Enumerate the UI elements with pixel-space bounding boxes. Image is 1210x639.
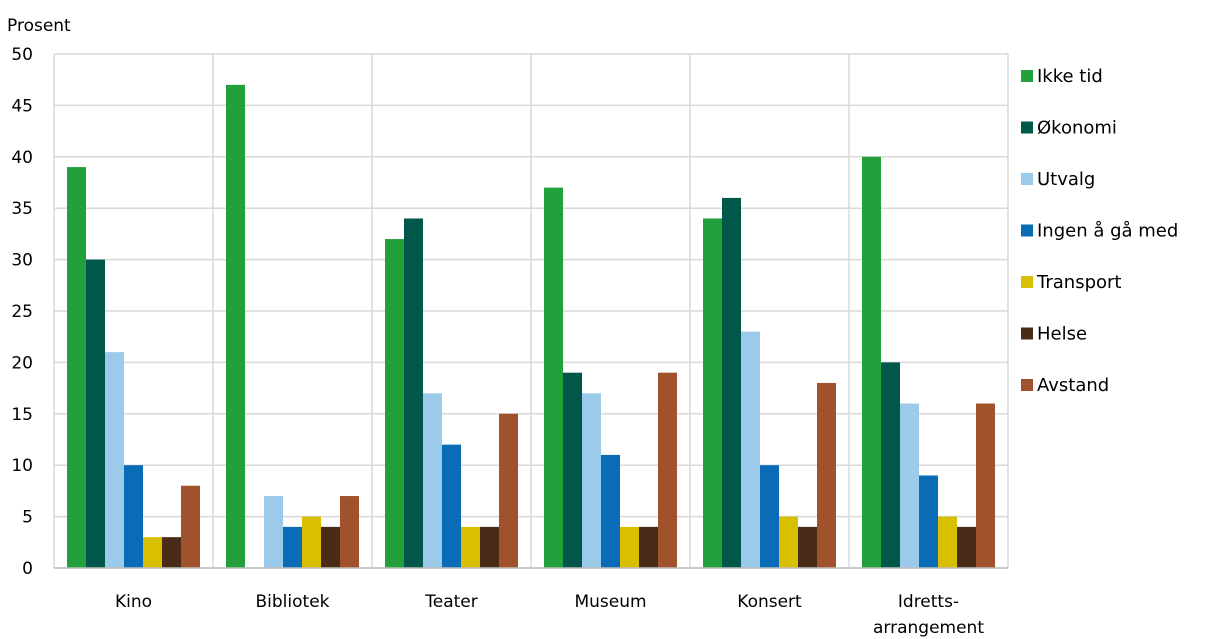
bar — [919, 475, 938, 568]
y-tick-label: 0 — [22, 559, 33, 579]
y-tick-label: 30 — [11, 251, 33, 271]
x-tick-label: Konsert — [737, 592, 802, 612]
bar — [105, 352, 124, 568]
bar — [143, 537, 162, 568]
gridlines — [53, 53, 1009, 569]
bar — [181, 485, 200, 568]
bar — [703, 218, 722, 569]
bar — [798, 526, 817, 568]
x-tick-label: Idretts-arrangement — [873, 592, 984, 638]
bar — [423, 393, 442, 568]
x-tick-label: Museum — [574, 592, 646, 612]
bar — [264, 496, 283, 568]
bar — [302, 516, 321, 568]
legend-swatch — [1021, 327, 1033, 340]
bar — [582, 393, 601, 568]
y-tick-label: 5 — [22, 508, 33, 528]
bar — [544, 187, 563, 568]
legend-label: Utvalg — [1037, 169, 1095, 190]
bar — [86, 259, 105, 568]
y-tick-label: 45 — [11, 96, 33, 116]
legend: Ikke tid Økonomi Utvalg Ingen å gå med Trans… — [1021, 66, 1178, 396]
legend-label: Ingen å gå med — [1037, 221, 1178, 242]
legend-swatch — [1021, 224, 1033, 237]
x-tick-label: Bibliotek — [256, 592, 330, 612]
x-tick-label: Teater — [424, 592, 478, 612]
bar — [461, 526, 480, 568]
bar — [162, 537, 181, 568]
bar — [480, 526, 499, 568]
y-tick-label: 40 — [11, 148, 33, 168]
bar — [601, 454, 620, 568]
bar — [563, 372, 582, 568]
legend-swatch — [1021, 276, 1033, 288]
bar — [817, 382, 836, 568]
bar — [938, 516, 957, 568]
bar — [779, 516, 798, 568]
x-tick-label: Kino — [115, 592, 152, 612]
y-tick-label: 10 — [11, 456, 33, 476]
legend-label: Transport — [1036, 272, 1121, 293]
y-tick-label: 25 — [11, 302, 33, 322]
bar — [741, 331, 760, 568]
bar — [499, 413, 518, 568]
y-tick-label: 50 — [11, 45, 33, 65]
y-tick-label: 35 — [11, 199, 33, 219]
bar — [124, 465, 143, 568]
legend-label: Økonomi — [1037, 118, 1117, 139]
y-tick-label: 15 — [11, 405, 33, 425]
bar — [976, 403, 995, 568]
bar — [404, 218, 423, 569]
bar — [226, 84, 245, 568]
bar — [658, 372, 677, 568]
bar — [442, 444, 461, 568]
legend-swatch — [1021, 379, 1033, 391]
y-tick-label: 20 — [11, 353, 33, 373]
bar — [862, 156, 881, 569]
legend-label: Helse — [1037, 324, 1087, 345]
bar — [900, 403, 919, 568]
bars — [67, 84, 995, 569]
bar — [385, 239, 404, 569]
bar — [957, 526, 976, 568]
bar — [639, 526, 658, 568]
bar — [340, 496, 359, 568]
legend-swatch — [1021, 173, 1033, 185]
legend-swatch — [1021, 70, 1033, 82]
axes: 0 5 10 15 20 25 30 35 40 45 50 Kino Bibliotek Teater M… — [11, 45, 1008, 638]
legend-label: Ikke tid — [1037, 66, 1103, 87]
bar — [722, 197, 741, 569]
bar — [321, 526, 340, 568]
y-axis-label: Prosent — [7, 16, 71, 36]
bar — [67, 167, 86, 568]
legend-swatch — [1021, 121, 1033, 134]
bar — [760, 465, 779, 568]
bar — [620, 526, 639, 568]
bar — [283, 526, 302, 568]
legend-label: Avstand — [1037, 375, 1109, 396]
bar — [881, 362, 900, 568]
